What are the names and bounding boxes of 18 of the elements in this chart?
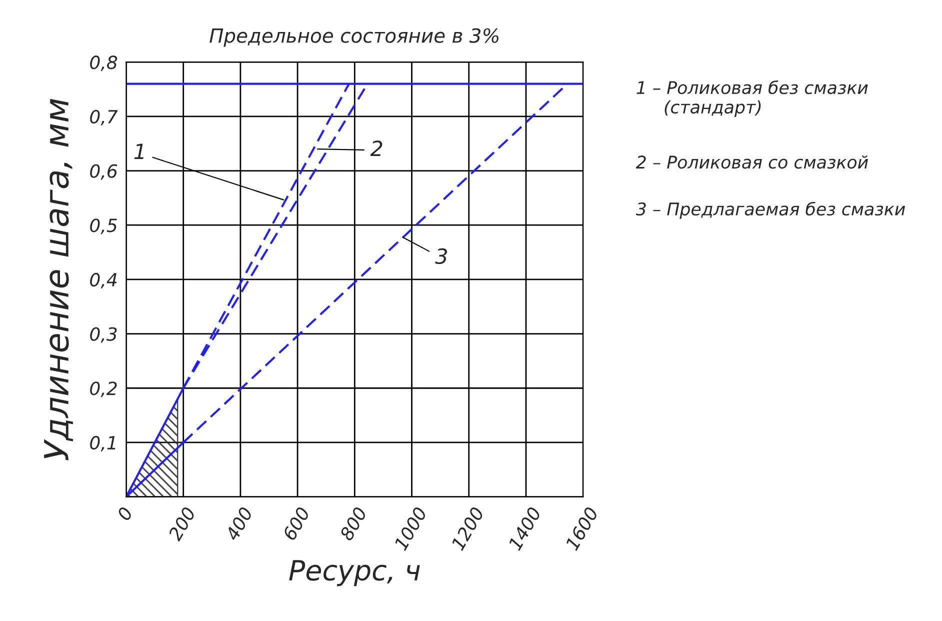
y-tick-label: 0,2: [90, 382, 117, 398]
y-tick-label: 0,5: [90, 218, 117, 234]
y-tick-label: 0,1: [90, 436, 116, 452]
text: 1 – Роликовая без смазки (стандарт): [636, 80, 868, 117]
y-tick-label: 0,4: [90, 272, 117, 288]
x-axis-title: Ресурс, ч: [289, 560, 420, 586]
annotation: 1: [134, 144, 144, 159]
y-tick-label: 0,3: [90, 327, 117, 343]
y-tick-label: 0,6: [90, 164, 118, 180]
y-axis-title: Удлинение шага, мм: [44, 98, 73, 460]
text: 3 – Предлагаемая без смазки: [636, 202, 906, 219]
annotation: 2: [370, 140, 382, 156]
chart-title: Предельное состояние в 3%: [210, 28, 498, 47]
y-tick-label: 0,8: [90, 56, 118, 72]
y-tick-label: 0,7: [90, 110, 118, 126]
text: 2 – Роликовая со смазкой: [636, 155, 868, 169]
x-tick-label: 0: [116, 506, 134, 522]
annotation: 3: [435, 248, 447, 264]
